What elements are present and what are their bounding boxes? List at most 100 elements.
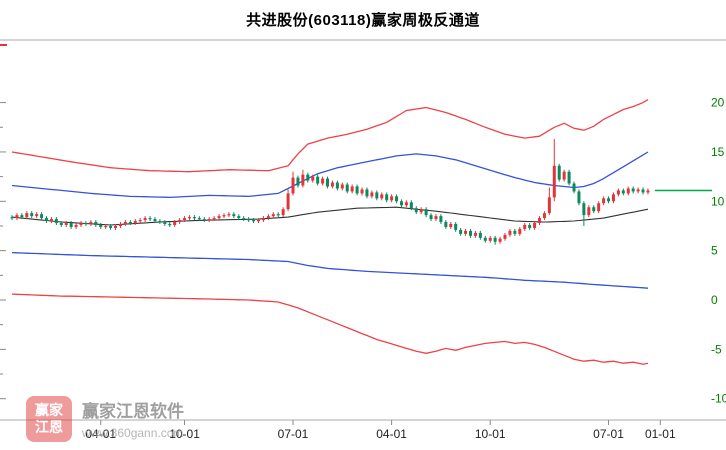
candle-body [473,232,477,236]
candle-body [163,222,167,225]
candle-body [232,214,236,217]
candle-body [291,177,295,194]
candle-body [316,176,320,184]
candle-body [40,214,44,219]
candle-body [597,203,601,212]
x-axis-label: 01-01 [645,427,676,441]
candle-body [449,224,453,227]
candle-body [99,224,103,227]
candle-body [114,225,118,228]
y-axis-label: 5 [711,244,718,258]
candle-body [118,224,122,226]
candle-body [74,224,78,227]
candle-body [311,176,315,181]
candle-body [513,230,517,234]
x-axis: 04-01 10-01 07-01 04-01 10-01 07-01 01-01 [85,420,676,441]
candle-body [335,182,339,189]
candle-body [365,189,369,197]
x-axis-label: 04-01 [85,427,116,441]
candle-body [148,218,152,220]
y-axis-label: -5 [711,342,722,356]
x-axis-label: 10-01 [475,427,506,441]
candle-body [478,232,482,238]
candle-body [123,222,127,225]
candle-body [419,209,423,213]
candle-body [84,223,88,225]
candle-body [493,237,497,242]
candle-body [518,228,522,234]
candle-body [528,224,532,228]
candle-body [468,230,472,236]
candle-body [59,223,63,225]
candle-body [454,224,458,230]
candle-body [557,165,561,180]
candle-body [109,225,113,228]
candle-body [567,171,571,184]
lower-inner-band-line [11,251,649,289]
candle-body [64,223,68,225]
candle-body [183,218,187,221]
candle-body [542,213,546,219]
candle-body [261,218,265,221]
candle-body [399,201,403,206]
candle-body [390,196,394,201]
candle-body [429,215,433,220]
candle-body [434,216,438,220]
candle-body [602,198,606,204]
candle-body [607,198,611,202]
upper-inner-band-line [11,151,649,199]
candle-body [636,189,640,192]
candles [10,139,650,245]
candle-body [424,209,428,216]
candle-body [355,186,359,194]
candle-body [587,207,591,216]
candle-body [217,216,221,219]
candle-body [45,218,49,222]
candle-body [276,214,280,216]
candle-body [330,182,334,187]
candle-body [508,230,512,235]
candle-body [133,221,137,224]
candle-body [138,220,142,222]
candle-body [370,192,374,197]
candle-body [621,190,625,194]
candle-body [380,194,384,199]
candle-body [69,223,73,227]
candle-body [54,219,58,224]
candle-body [25,213,29,218]
candle-body [321,178,325,184]
candle-body [326,178,330,187]
candle-body [646,190,650,193]
candle-body [202,219,206,221]
candle-body [345,184,349,192]
candle-body [94,222,98,225]
candle-body [252,220,256,222]
candle-body [153,219,157,222]
candle-body [266,216,270,219]
candle-body [128,222,132,224]
candle-body [464,230,468,234]
candle-body [257,220,260,222]
candle-body [10,217,14,219]
y-axis-label: 15 [711,145,725,159]
candle-body [360,189,364,194]
candle-body [375,192,379,199]
candle-body [439,216,443,223]
x-axis-label: 07-01 [278,427,309,441]
y-axis: 20 15 10 5 0 -5 -10 [0,96,726,406]
candle-body [552,165,556,198]
candle-body [158,221,162,223]
candle-body [459,229,463,234]
x-axis-label: 10-01 [169,427,200,441]
candle-body [503,234,507,239]
candle-body [30,213,34,217]
candle-body [227,214,231,216]
candle-body [444,222,448,227]
y-axis-label: 10 [711,194,725,208]
candle-body [212,218,216,220]
candle-body [247,219,251,221]
candle-body [577,191,581,204]
candle-body [242,218,246,220]
x-axis-label: 07-01 [593,427,624,441]
